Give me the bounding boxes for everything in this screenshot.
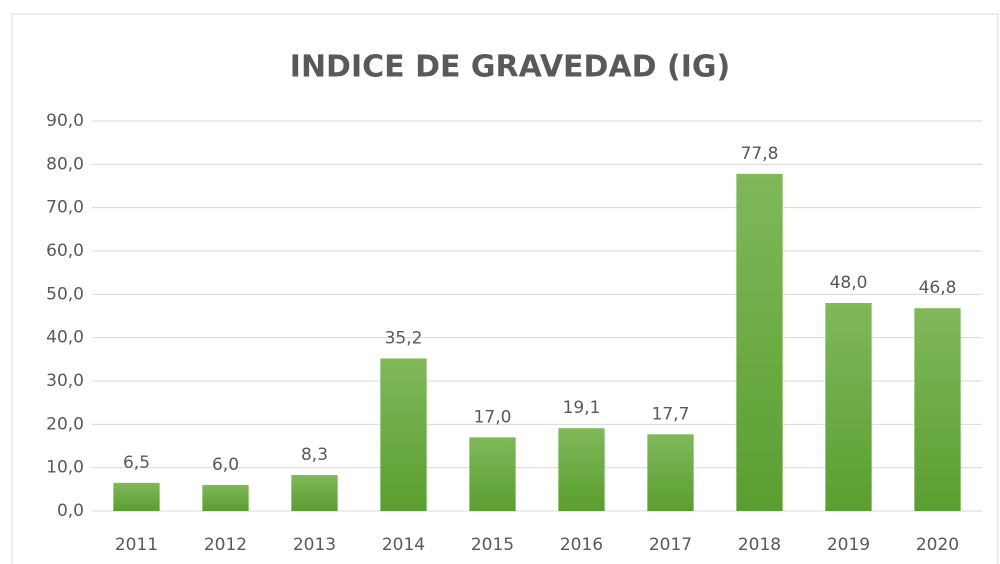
data-label: 19,1 (563, 398, 601, 418)
bar (113, 482, 160, 511)
data-label: 17,0 (474, 407, 512, 427)
data-label: 6,0 (212, 455, 239, 475)
data-label: 35,2 (385, 328, 423, 348)
data-label: 8,3 (301, 445, 328, 465)
y-tick-label: 30,0 (46, 371, 84, 391)
bar (558, 428, 605, 511)
bar (647, 434, 694, 511)
chart-border (11, 13, 999, 564)
x-tick-label: 2017 (649, 535, 692, 555)
y-tick-label: 20,0 (46, 414, 84, 434)
data-label: 77,8 (741, 144, 779, 164)
bar (469, 437, 516, 511)
x-tick-label: 2015 (471, 535, 514, 555)
bar (380, 358, 427, 511)
y-tick-label: 60,0 (46, 241, 84, 261)
x-tick-label: 2013 (293, 535, 336, 555)
chart-title: INDICE DE GRAVEDAD (IG) (290, 50, 730, 85)
data-label: 48,0 (830, 273, 868, 293)
x-tick-label: 2016 (560, 535, 603, 555)
bar (291, 475, 338, 511)
x-tick-label: 2018 (738, 535, 781, 555)
y-tick-label: 50,0 (46, 284, 84, 304)
data-label: 6,5 (123, 453, 150, 473)
x-tick-label: 2014 (382, 535, 425, 555)
y-tick-label: 40,0 (46, 328, 84, 348)
bar (202, 485, 249, 511)
bar (736, 173, 783, 511)
x-tick-label: 2020 (916, 535, 959, 555)
data-label: 17,7 (652, 404, 690, 424)
bar (825, 303, 872, 511)
y-tick-label: 90,0 (46, 111, 84, 131)
y-tick-label: 70,0 (46, 198, 84, 218)
y-tick-label: 80,0 (46, 154, 84, 174)
x-tick-label: 2011 (115, 535, 158, 555)
data-label: 46,8 (919, 278, 957, 298)
y-tick-label: 10,0 (46, 458, 84, 478)
x-tick-label: 2012 (204, 535, 247, 555)
y-tick-label: 0,0 (57, 501, 84, 521)
x-tick-label: 2019 (827, 535, 870, 555)
bar (914, 308, 961, 511)
